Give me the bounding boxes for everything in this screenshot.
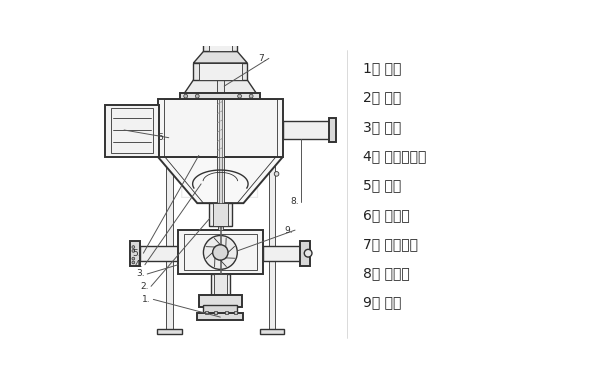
Bar <box>269 157 275 329</box>
Text: 2.: 2. <box>141 282 148 291</box>
Bar <box>216 157 224 203</box>
Polygon shape <box>158 157 283 203</box>
Text: 9.: 9. <box>284 226 293 235</box>
Bar <box>214 311 218 314</box>
Bar <box>225 311 228 314</box>
Circle shape <box>132 250 135 252</box>
Bar <box>301 241 310 265</box>
Circle shape <box>132 261 135 264</box>
Bar <box>263 245 301 261</box>
Bar <box>219 157 222 203</box>
Circle shape <box>238 94 241 98</box>
Text: 7.: 7. <box>258 54 266 63</box>
Text: 1.: 1. <box>142 295 151 304</box>
Bar <box>130 241 141 265</box>
Bar <box>219 215 221 290</box>
Circle shape <box>132 257 135 260</box>
Bar <box>199 63 242 80</box>
Bar <box>329 118 336 142</box>
Bar <box>219 99 222 157</box>
Bar <box>105 104 159 157</box>
Bar <box>213 203 228 226</box>
Circle shape <box>249 94 253 98</box>
Bar <box>158 99 283 157</box>
Bar <box>139 245 178 261</box>
Text: 7、 轴承组件: 7、 轴承组件 <box>363 237 418 251</box>
Bar <box>219 12 222 31</box>
Bar <box>166 157 173 329</box>
Bar <box>216 99 224 157</box>
Circle shape <box>203 235 237 270</box>
Bar <box>203 305 237 313</box>
Bar <box>197 313 243 320</box>
Bar <box>164 99 277 157</box>
Bar <box>203 38 237 51</box>
Bar <box>211 274 230 296</box>
Bar <box>216 41 224 99</box>
Text: 5、 料笱: 5、 料笱 <box>363 179 401 192</box>
Circle shape <box>196 94 199 98</box>
Bar <box>180 93 260 99</box>
Circle shape <box>132 246 135 248</box>
Text: 4.: 4. <box>134 260 142 269</box>
Text: 2、 护套: 2、 护套 <box>363 91 401 105</box>
Text: 8.: 8. <box>290 197 299 206</box>
Text: 8、 入料口: 8、 入料口 <box>363 266 409 280</box>
Circle shape <box>213 245 228 260</box>
Text: 9、 叶轮: 9、 叶轮 <box>363 296 401 310</box>
Circle shape <box>274 172 279 176</box>
Bar <box>205 311 208 314</box>
Text: 5.: 5. <box>133 249 141 258</box>
Bar <box>157 329 182 334</box>
Bar <box>209 38 232 51</box>
Bar <box>260 329 284 334</box>
Text: 1、 泵盖: 1、 泵盖 <box>363 61 401 75</box>
Text: 6.: 6. <box>158 133 166 142</box>
Bar <box>203 31 237 38</box>
Bar <box>234 311 237 314</box>
Text: 6、 溢流口: 6、 溢流口 <box>363 208 409 222</box>
Circle shape <box>304 249 312 257</box>
Text: 3、 泵体: 3、 泵体 <box>363 120 401 134</box>
Bar <box>216 12 224 31</box>
Text: 青岛联盟泵业: 青岛联盟泵业 <box>180 178 260 198</box>
Circle shape <box>184 94 188 98</box>
Text: 3.: 3. <box>136 270 145 278</box>
Bar <box>194 63 247 80</box>
Bar <box>178 230 263 274</box>
Bar <box>214 274 227 296</box>
Bar <box>111 108 153 153</box>
Bar <box>199 295 242 307</box>
Bar <box>184 234 257 270</box>
Text: 4、 螺旋前护板: 4、 螺旋前护板 <box>363 149 426 163</box>
Polygon shape <box>194 51 247 63</box>
Bar <box>283 121 332 139</box>
Bar <box>209 203 232 226</box>
Polygon shape <box>180 80 260 99</box>
Bar <box>218 207 222 230</box>
